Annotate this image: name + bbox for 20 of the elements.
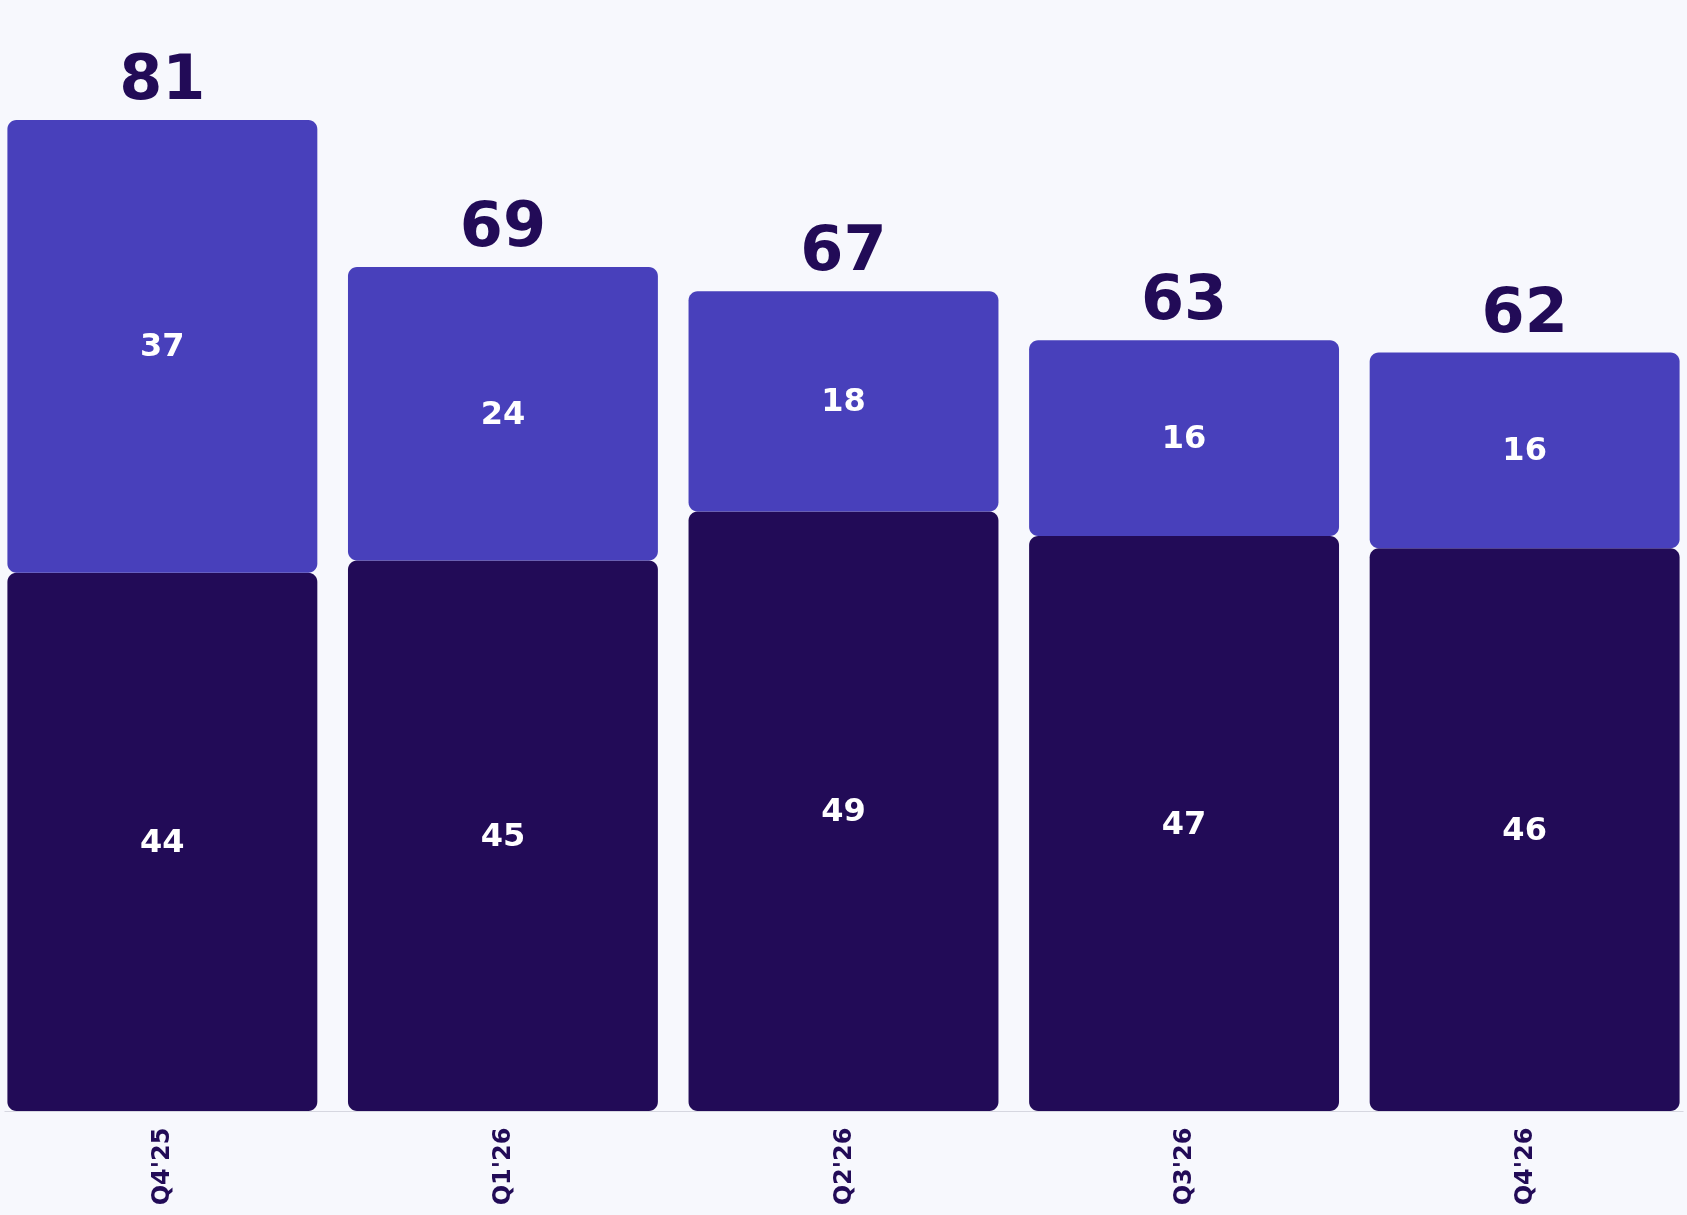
data-label: 46 — [1502, 809, 1547, 848]
data-label: 24 — [480, 393, 526, 432]
total-label: 63 — [1140, 261, 1228, 335]
x-tick-label: Q1'26 — [487, 1127, 516, 1206]
data-label: 47 — [1161, 803, 1207, 842]
data-label: 44 — [140, 821, 185, 860]
data-label: 18 — [821, 381, 866, 420]
total-label: 81 — [119, 41, 206, 115]
data-label: 37 — [140, 326, 185, 365]
total-label: 62 — [1481, 273, 1568, 347]
data-label: 16 — [1502, 430, 1547, 469]
x-tick-label: Q3'26 — [1169, 1127, 1198, 1206]
data-label: 45 — [480, 815, 526, 854]
total-label: 67 — [800, 212, 887, 286]
x-tick-label: Q4'26 — [1509, 1127, 1538, 1206]
x-tick-label: Q4'25 — [147, 1127, 176, 1206]
x-tick-label: Q2'26 — [828, 1127, 857, 1206]
data-label: 16 — [1161, 418, 1207, 457]
total-label: 69 — [459, 187, 547, 261]
data-label: 49 — [821, 791, 866, 830]
